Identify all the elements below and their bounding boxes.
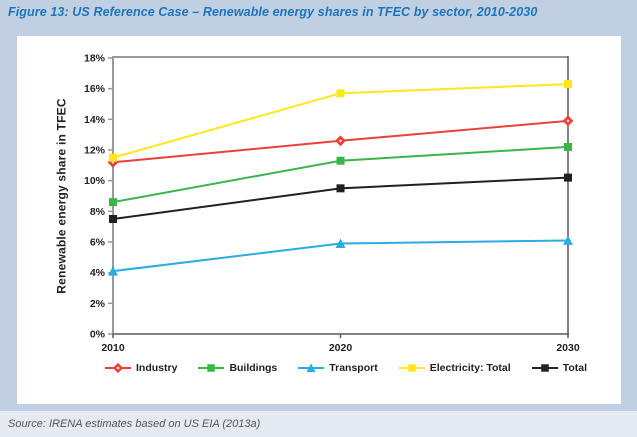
data-point-marker [563, 235, 573, 245]
data-point-marker [540, 364, 549, 372]
legend-marker-icon [105, 362, 131, 374]
y-tick-label: 10% [84, 175, 106, 187]
y-tick-label: 4% [90, 267, 106, 279]
data-point-marker [336, 184, 345, 193]
data-point-marker [109, 215, 117, 223]
marker-center-dot [116, 366, 120, 370]
y-tick-label: 12% [84, 145, 106, 157]
source-note: Source: IRENA estimates based on US EIA … [0, 411, 637, 437]
series-buildings [109, 142, 572, 207]
x-tick-label: 2010 [101, 342, 125, 354]
line-chart: 0% 2% 4% 6% 8% 10% 12% 14% 16% 18% 2010 2020 2030 [84, 53, 580, 355]
x-tick-label: 2030 [556, 342, 580, 354]
legend-marker-icon [298, 363, 325, 373]
series-total [109, 173, 572, 223]
data-point-marker [408, 364, 416, 372]
data-point-marker [306, 363, 316, 373]
y-tick-label: 8% [90, 206, 106, 218]
marker-center-dot [566, 119, 570, 123]
data-point-marker [336, 156, 345, 165]
y-tick-label: 6% [90, 237, 106, 249]
data-point-marker [336, 89, 345, 98]
y-tick-label: 16% [84, 83, 106, 95]
data-point-marker [108, 266, 118, 276]
series-line-total [112, 176, 569, 220]
data-point-marker [335, 238, 346, 248]
legend-item-transport: Transport [298, 362, 378, 374]
legend-marker-icon [398, 364, 425, 372]
legend-label: Buildings [229, 362, 278, 374]
legend-label: Transport [329, 362, 378, 374]
series-electricity-total [109, 80, 572, 162]
x-tick-label: 2020 [329, 342, 353, 354]
legend-item-electricity-total: Electricity: Total [398, 362, 511, 374]
legend-label: Electricity: Total [429, 362, 511, 374]
legend-label: Total [562, 362, 587, 374]
y-tick-label: 0% [90, 329, 106, 341]
figure-title: Figure 13: US Reference Case – Renewable… [8, 5, 538, 19]
legend-item-buildings: Buildings [198, 362, 277, 374]
data-point-marker [109, 153, 117, 162]
legend-item-industry: Industry [105, 362, 177, 374]
data-point-marker [109, 198, 117, 207]
data-point-marker [564, 80, 572, 89]
legend-marker-icon [198, 364, 225, 372]
chart-card: Renewable energy share in TFEC 0% 2% 4% 6% 8… [17, 36, 621, 404]
legend-item-total: Total [531, 362, 587, 374]
data-point-marker [564, 173, 572, 182]
y-tick-label: 18% [84, 53, 106, 65]
data-point-marker [564, 142, 572, 151]
legend-marker-icon [531, 364, 558, 372]
series-transport [108, 235, 573, 276]
data-point-marker [207, 364, 216, 372]
marker-center-dot [339, 139, 342, 143]
y-tick-label: 2% [90, 298, 106, 310]
series-industry [107, 115, 574, 168]
chart-legend: Industry Buildings Transport Electricity: T… [105, 358, 587, 378]
y-tick-label: 14% [84, 114, 106, 126]
legend-label: Industry [136, 362, 178, 374]
